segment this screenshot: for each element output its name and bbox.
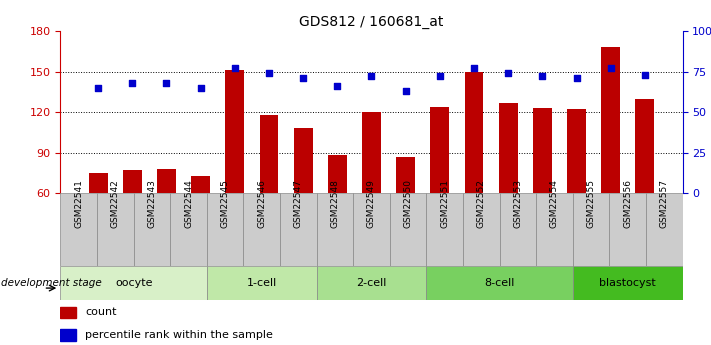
Text: 1-cell: 1-cell [247, 278, 277, 288]
Text: count: count [85, 307, 117, 317]
Bar [636, 99, 654, 193]
Point [127, 80, 138, 86]
Bar [427, 193, 463, 266]
Text: GSM22553: GSM22553 [513, 179, 523, 228]
Point [92, 85, 104, 91]
Bar [396, 157, 415, 193]
Bar [533, 108, 552, 193]
Bar [243, 193, 280, 266]
Bar [157, 169, 176, 193]
Bar [463, 193, 500, 266]
Bar [60, 266, 207, 300]
Bar [60, 329, 76, 341]
Bar [134, 193, 170, 266]
Text: development stage: development stage [1, 278, 102, 288]
Bar [97, 193, 134, 266]
Point [366, 74, 378, 79]
Bar [191, 176, 210, 193]
Point [331, 83, 343, 89]
Text: GSM22552: GSM22552 [477, 179, 486, 228]
Text: oocyte: oocyte [115, 278, 152, 288]
Text: GSM22556: GSM22556 [623, 179, 632, 228]
Bar [499, 103, 518, 193]
Point [263, 70, 274, 76]
Bar [362, 112, 381, 193]
Text: GSM22548: GSM22548 [331, 179, 339, 228]
Point [195, 85, 206, 91]
Title: GDS812 / 160681_at: GDS812 / 160681_at [299, 14, 444, 29]
Bar [567, 109, 586, 193]
Text: GSM22544: GSM22544 [184, 179, 193, 228]
Bar [207, 266, 316, 300]
Text: GSM22541: GSM22541 [74, 179, 83, 228]
Bar [123, 170, 141, 193]
Bar [280, 193, 316, 266]
Text: percentile rank within the sample: percentile rank within the sample [85, 330, 273, 340]
Bar [427, 266, 573, 300]
Point [571, 75, 582, 81]
Bar [646, 193, 683, 266]
Bar [170, 193, 207, 266]
Text: GSM22554: GSM22554 [550, 179, 559, 228]
Point [469, 66, 480, 71]
Bar [316, 193, 353, 266]
Point [605, 66, 616, 71]
Bar [500, 193, 536, 266]
Bar [294, 128, 313, 193]
Bar [225, 70, 244, 193]
Point [537, 74, 548, 79]
Text: 2-cell: 2-cell [356, 278, 387, 288]
Text: 8-cell: 8-cell [484, 278, 515, 288]
Text: GSM22542: GSM22542 [111, 179, 120, 228]
Bar [609, 193, 646, 266]
Bar [464, 71, 483, 193]
Bar [328, 155, 347, 193]
Point [639, 72, 651, 78]
Text: GSM22543: GSM22543 [147, 179, 156, 228]
Text: GSM22546: GSM22546 [257, 179, 266, 228]
Text: GSM22557: GSM22557 [660, 179, 669, 228]
Point [297, 75, 309, 81]
Text: GSM22549: GSM22549 [367, 179, 376, 228]
Bar [89, 173, 107, 193]
Bar [260, 115, 279, 193]
Bar [353, 193, 390, 266]
Bar [536, 193, 573, 266]
Point [434, 74, 446, 79]
Bar [316, 266, 427, 300]
Point [503, 70, 514, 76]
Point [400, 88, 412, 94]
Bar [573, 193, 609, 266]
Point [229, 66, 240, 71]
Bar [390, 193, 427, 266]
Bar [573, 266, 683, 300]
Text: GSM22550: GSM22550 [404, 179, 412, 228]
Text: GSM22551: GSM22551 [440, 179, 449, 228]
Text: GSM22547: GSM22547 [294, 179, 303, 228]
Text: GSM22555: GSM22555 [587, 179, 596, 228]
Bar [60, 193, 97, 266]
Text: GSM22545: GSM22545 [220, 179, 230, 228]
Bar [602, 47, 620, 193]
Bar [60, 307, 76, 318]
Bar [430, 107, 449, 193]
Text: blastocyst: blastocyst [599, 278, 656, 288]
Bar [207, 193, 243, 266]
Point [161, 80, 172, 86]
